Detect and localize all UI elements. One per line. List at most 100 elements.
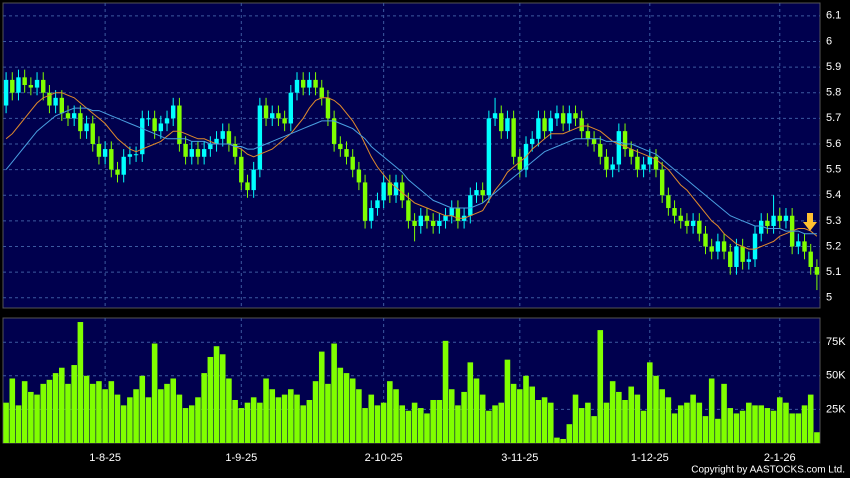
- volume-bar: [628, 386, 635, 443]
- volume-bar: [226, 378, 232, 443]
- copyright: Copyright by AASTOCKS.com Ltd.: [691, 465, 845, 476]
- volume-bar: [733, 413, 740, 443]
- candle-body: [486, 118, 492, 196]
- candle-body: [777, 215, 782, 221]
- x-tick-label: 2-1-26: [764, 452, 796, 464]
- candle-body: [734, 246, 739, 267]
- volume-bar: [795, 413, 802, 443]
- volume-bar: [59, 367, 65, 443]
- candle-body: [579, 118, 584, 132]
- candle-body: [350, 156, 355, 170]
- candle-body: [684, 220, 690, 226]
- volume-bar: [399, 405, 406, 443]
- candle-body: [140, 118, 145, 155]
- candle-body: [201, 149, 207, 157]
- candle-body: [84, 123, 89, 132]
- volume-bar: [337, 367, 344, 443]
- candle-body: [393, 182, 399, 196]
- candle-body: [239, 156, 244, 183]
- candle-body: [629, 149, 634, 157]
- volume-bar: [325, 383, 331, 443]
- y-tick-label: 5: [826, 292, 832, 304]
- candle-body: [728, 251, 733, 267]
- candle-body: [672, 208, 677, 216]
- candle-body: [517, 156, 523, 170]
- volume-bar: [244, 402, 251, 443]
- volume-bar: [356, 389, 362, 443]
- volume-bar: [721, 383, 727, 443]
- volume-bar: [560, 438, 566, 443]
- candle-body: [591, 138, 597, 144]
- volume-bar: [684, 402, 690, 443]
- candle-body: [300, 79, 306, 88]
- volume-bar: [696, 402, 703, 443]
- candle-body: [443, 215, 448, 221]
- candle-body: [34, 79, 40, 88]
- volume-bar: [201, 373, 207, 443]
- y-tick-label: 75K: [826, 336, 846, 348]
- volume-bar: [102, 389, 108, 443]
- volume-bar: [77, 322, 84, 443]
- candle-body: [121, 156, 126, 175]
- volume-bar: [300, 405, 306, 443]
- candle-body: [468, 195, 473, 216]
- volume-bar: [814, 432, 820, 443]
- candle-body: [752, 233, 758, 260]
- candle-body: [424, 215, 430, 221]
- volume-bar: [634, 394, 641, 443]
- volume-bar: [374, 405, 381, 443]
- candle-body: [71, 113, 77, 119]
- candle-body: [759, 220, 764, 234]
- volume-bar: [517, 389, 523, 443]
- volume-bar: [616, 391, 622, 443]
- candle-body: [270, 113, 275, 119]
- volume-bar: [702, 416, 709, 443]
- candle-body: [783, 215, 789, 221]
- volume-bar: [213, 346, 220, 443]
- candle-body: [288, 92, 294, 124]
- volume-bar: [108, 381, 115, 443]
- candle-body: [232, 143, 238, 157]
- volume-bar: [250, 397, 257, 443]
- candle-body: [604, 156, 609, 170]
- volume-bar: [28, 391, 34, 443]
- volume-bar: [789, 413, 795, 443]
- volume-bar: [34, 394, 40, 443]
- candle-body: [294, 79, 300, 93]
- volume-bar: [455, 405, 461, 443]
- candle-body: [344, 149, 349, 157]
- candle-body: [65, 113, 71, 119]
- volume-bar: [83, 375, 90, 443]
- volume-bar: [3, 402, 9, 443]
- candle-body: [703, 233, 708, 247]
- volume-bar: [349, 378, 356, 443]
- candle-body: [647, 156, 652, 165]
- candle-body: [808, 251, 813, 267]
- volume-bar: [690, 394, 696, 443]
- candle-body: [746, 259, 752, 262]
- volume-bar: [529, 386, 535, 443]
- volume-bar: [585, 402, 591, 443]
- candle-body: [554, 113, 560, 119]
- candle-body: [455, 208, 461, 221]
- volume-bar: [430, 399, 436, 443]
- candle-body: [560, 113, 566, 124]
- y-tick-label: 25K: [826, 403, 846, 415]
- candle-body: [171, 105, 176, 119]
- volume-bar: [96, 381, 102, 443]
- candle-body: [251, 169, 256, 191]
- candle-body: [208, 143, 213, 150]
- volume-bar: [238, 408, 245, 443]
- volume-bar: [170, 378, 176, 443]
- y-tick-label: 6: [826, 35, 832, 47]
- candle-body: [492, 113, 498, 119]
- candle-body: [127, 154, 133, 157]
- candle-body: [666, 195, 671, 209]
- volume-bar: [312, 381, 319, 443]
- candle-body: [28, 85, 34, 88]
- candle-body: [195, 149, 201, 157]
- candle-body: [400, 182, 405, 201]
- volume-bar: [659, 389, 665, 443]
- x-tick-label: 3-11-25: [501, 452, 538, 464]
- candle-body: [10, 79, 15, 93]
